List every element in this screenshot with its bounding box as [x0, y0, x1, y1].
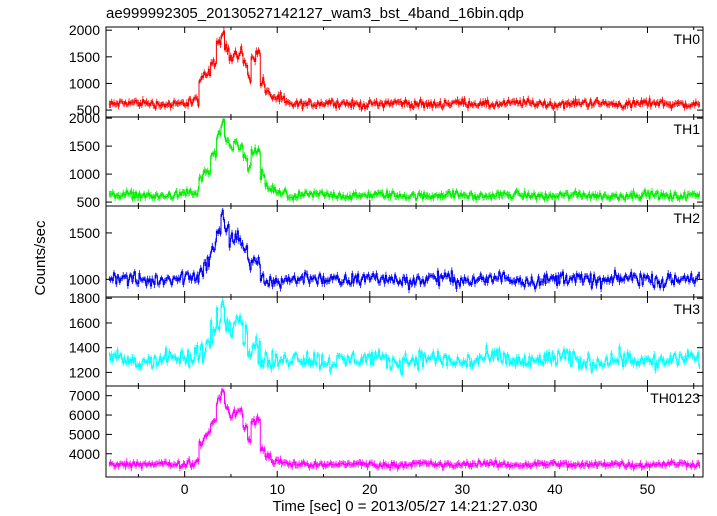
y-tick-label: 500: [77, 102, 101, 118]
panel-th0: 500 1000 1500 2000 TH0: [69, 22, 704, 118]
panel-label: TH2: [674, 210, 701, 226]
y-tick-label: 1500: [69, 49, 100, 65]
chart-title: ae999992305_20130527142127_wam3_bst_4ban…: [106, 5, 524, 22]
y-tick-label: 1000: [69, 75, 100, 91]
x-tick-label: 50: [640, 481, 656, 497]
y-tick-label: 500: [77, 194, 101, 210]
x-tick-label: 40: [547, 481, 563, 497]
x-axis-tick-labels: 0 10 20 30 40 50: [181, 481, 656, 497]
error-bars-th3: [109, 297, 700, 378]
series-line-th3: [108, 300, 700, 375]
y-tick-label: 1800: [69, 290, 100, 306]
panel-th1: 500 1000 1500 2000 TH1: [69, 110, 704, 210]
y-tick-label: 1000: [69, 166, 100, 182]
y-tick-label: 6000: [69, 407, 100, 423]
panel-frame: [105, 296, 704, 387]
panel-label: TH0123: [650, 390, 700, 406]
panel-th3: 1200 1400 1600 1800 TH3: [69, 290, 704, 387]
panel-th2: 1000 1500 TH2: [69, 205, 704, 298]
y-tick-label: 1500: [69, 138, 100, 154]
y-tick-label: 2000: [69, 22, 100, 38]
x-axis-label: Time [sec] 0 = 2013/05/27 14:21:27.030: [272, 498, 537, 515]
error-bars-th0123: [109, 387, 700, 472]
panel-th0123: 4000 5000 6000 7000 TH0123: [69, 385, 704, 478]
y-tick-label: 1500: [69, 225, 100, 241]
panel-frame: [105, 385, 704, 478]
y-tick-label: 4000: [69, 446, 100, 462]
series-line-th2: [108, 209, 700, 290]
x-tick-label: 10: [269, 481, 285, 497]
y-tick-label: 2000: [69, 110, 100, 126]
x-tick-label: 30: [455, 481, 471, 497]
panel-stack: 500 1000 1500 2000 TH0 500 1000 1500 2000 TH1 1000…: [69, 22, 704, 478]
series-line-th0: [108, 30, 700, 110]
y-tick-label: 5000: [69, 426, 100, 442]
panel-label: TH3: [674, 301, 701, 317]
x-tick-label: 0: [181, 481, 189, 497]
y-axis-label: Counts/sec: [32, 220, 49, 296]
y-tick-label: 1200: [69, 364, 100, 380]
y-tick-label: 1400: [69, 340, 100, 356]
series-line-th0123: [108, 389, 700, 469]
y-tick-label: 1000: [69, 271, 100, 287]
panel-frame: [105, 205, 704, 298]
y-tick-label: 7000: [69, 388, 100, 404]
panel-label: TH0: [674, 31, 701, 47]
series-line-th1: [108, 118, 700, 201]
y-tick-label: 1600: [69, 315, 100, 331]
x-tick-label: 20: [362, 481, 378, 497]
panel-label: TH1: [674, 121, 701, 137]
